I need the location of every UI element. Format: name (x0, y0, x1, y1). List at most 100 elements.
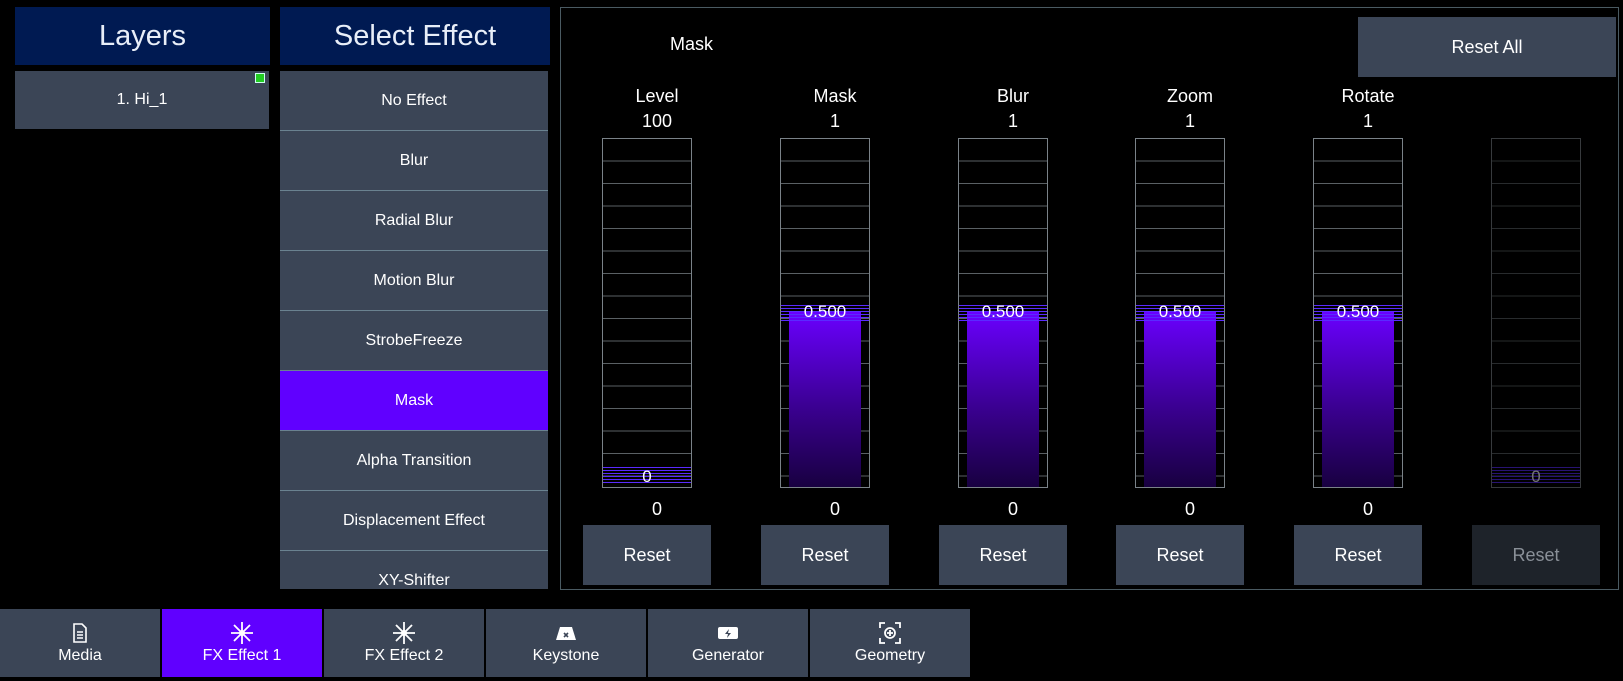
slider-track[interactable]: 0.500 (780, 138, 870, 488)
effect-item-xy-shifter[interactable]: XY-Shifter (280, 551, 548, 589)
keystone-icon (555, 621, 577, 645)
tab-geometry[interactable]: Geometry (810, 609, 970, 677)
slider-rotate: Rotate 1 0.500 0 Reset (1293, 8, 1443, 591)
select-effect-title: Select Effect (333, 19, 497, 52)
slider-fill (967, 312, 1039, 487)
slider-track[interactable]: 0.500 (1313, 138, 1403, 488)
reset-label: Reset (1334, 544, 1382, 565)
current-effect-name: Mask (670, 34, 714, 54)
effect-item-label: Radial Blur (374, 211, 454, 229)
layer-active-indicator (255, 73, 265, 83)
effect-item-label: Blur (399, 151, 429, 169)
reset-all-button[interactable]: Reset All (1358, 17, 1616, 77)
reset-label: Reset (1156, 544, 1204, 565)
effect-item-label: No Effect (381, 91, 447, 109)
slider-mask: Mask 1 0.500 0 Reset (760, 8, 910, 591)
slider-fill (1144, 312, 1216, 487)
reset-button[interactable]: Reset (1116, 525, 1244, 585)
slider-current-value: 0.500 (1336, 302, 1380, 321)
effect-item-motion-blur[interactable]: Motion Blur (280, 251, 548, 311)
effect-item-no-effect[interactable]: No Effect (280, 71, 548, 131)
slider-current-value: 0 (642, 467, 652, 486)
slider-fill (789, 312, 861, 487)
reset-label: Reset (623, 544, 671, 565)
effect-item-label: Motion Blur (373, 271, 455, 289)
effect-item-label: StrobeFreeze (365, 331, 463, 349)
layers-header: Layers (15, 7, 270, 65)
slider-zoom: Zoom 1 0.500 0 Reset (1115, 8, 1265, 591)
tab-fx-effect-1[interactable]: FX Effect 1 (162, 609, 322, 677)
effect-item-mask[interactable]: Mask (280, 371, 548, 431)
tab-label: Generator (691, 647, 765, 664)
slider-label: Level (635, 86, 679, 106)
layer-item-label: 1. Hi_1 (116, 91, 168, 108)
slider-current-value: 0.500 (1158, 302, 1202, 321)
effect-item-radial-blur[interactable]: Radial Blur (280, 191, 548, 251)
geometry-icon (878, 621, 902, 645)
slider-handle[interactable] (1314, 305, 1402, 323)
reset-button: Reset (1472, 525, 1600, 585)
reset-label: Reset (1512, 544, 1560, 565)
slider-label: Mask (813, 86, 857, 106)
reset-button[interactable]: Reset (939, 525, 1067, 585)
slider-max-value: 1 (1007, 111, 1018, 131)
effect-item-blur[interactable]: Blur (280, 131, 548, 191)
slider-level: Level 100 0 0 Reset (582, 8, 732, 591)
slider-fill (1322, 312, 1394, 487)
slider-min-value: 0 (1362, 499, 1373, 519)
slider-handle (1492, 467, 1580, 485)
effect-item-label: Alpha Transition (356, 451, 472, 469)
reset-label: Reset (801, 544, 849, 565)
slider-label: Zoom (1166, 86, 1213, 106)
slider-track[interactable]: 0 (602, 138, 692, 488)
slider-min-value: 0 (1007, 499, 1018, 519)
slider-handle[interactable] (603, 467, 691, 485)
tab-media[interactable]: Media (0, 609, 160, 677)
effect-parameters-panel: Mask Reset All Level 100 0 0 Reset Mask 1 0.500… (560, 7, 1619, 590)
slider-track[interactable]: 0.500 (958, 138, 1048, 488)
select-effect-header: Select Effect (280, 7, 550, 65)
effect-item-label: XY-Shifter (378, 571, 450, 589)
reset-button[interactable]: Reset (761, 525, 889, 585)
layer-item-hi-1[interactable]: 1. Hi_1 (15, 71, 269, 129)
slider-current-value: 0.500 (803, 302, 847, 321)
effect-item-label: Mask (394, 391, 434, 409)
reset-button[interactable]: Reset (583, 525, 711, 585)
effect-item-strobefreeze[interactable]: StrobeFreeze (280, 311, 548, 371)
slider-label: Rotate (1341, 86, 1395, 106)
slider-min-value: 0 (651, 499, 662, 519)
tab-label: Media (58, 647, 102, 664)
slider-unassigned: 0 Reset (1471, 8, 1621, 591)
slider-track[interactable]: 0.500 (1135, 138, 1225, 488)
effect-list: No Effect Blur Radial Blur Motion Blur Strob… (280, 71, 548, 589)
slider-label: Blur (996, 86, 1029, 106)
slider-blur: Blur 1 0.500 0 Reset (938, 8, 1088, 591)
sparkle-icon (230, 621, 254, 645)
sparkle-icon (392, 621, 416, 645)
slider-min-value: 0 (1184, 499, 1195, 519)
reset-all-label: Reset All (1451, 36, 1523, 57)
tab-label: FX Effect 1 (202, 647, 282, 664)
slider-min-value: 0 (829, 499, 840, 519)
tab-generator[interactable]: Generator (648, 609, 808, 677)
reset-button[interactable]: Reset (1294, 525, 1422, 585)
slider-handle[interactable] (781, 305, 869, 323)
slider-max-value: 1 (1362, 111, 1373, 131)
effect-item-displacement-effect[interactable]: Displacement Effect (280, 491, 548, 551)
document-icon (72, 621, 88, 645)
tab-label: Keystone (532, 647, 600, 664)
tab-keystone[interactable]: Keystone (486, 609, 646, 677)
slider-handle[interactable] (959, 305, 1047, 323)
effect-item-alpha-transition[interactable]: Alpha Transition (280, 431, 548, 491)
effect-item-label: Displacement Effect (343, 511, 485, 529)
tab-fx-effect-2[interactable]: FX Effect 2 (324, 609, 484, 677)
generator-icon (717, 621, 739, 645)
slider-current-value: 0.500 (981, 302, 1025, 321)
reset-label: Reset (979, 544, 1027, 565)
slider-current-value: 0 (1531, 467, 1541, 486)
tab-label: Geometry (854, 647, 926, 664)
slider-max-value: 1 (1184, 111, 1195, 131)
slider-handle[interactable] (1136, 305, 1224, 323)
slider-max-value: 1 (829, 111, 840, 131)
slider-max-value: 100 (641, 111, 673, 131)
